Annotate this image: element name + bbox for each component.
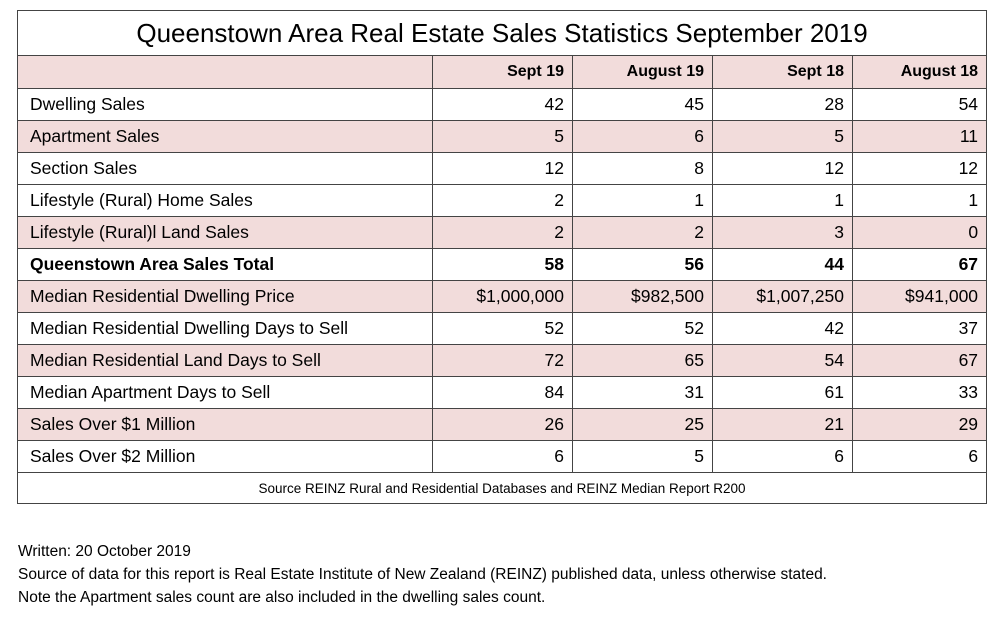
value-cell: 37 bbox=[851, 312, 988, 345]
value-cell: 52 bbox=[432, 312, 573, 345]
value-cell: 26 bbox=[432, 408, 573, 441]
value-cell: 2 bbox=[432, 216, 573, 249]
row-label: Median Apartment Days to Sell bbox=[17, 376, 433, 409]
value-cell: 1 bbox=[712, 184, 853, 217]
header-cell: Sept 18 bbox=[712, 55, 853, 89]
value-cell: 56 bbox=[572, 248, 713, 281]
source-row: Source REINZ Rural and Residential Datab… bbox=[16, 472, 988, 504]
footer-notes: Written: 20 October 2019 Source of data … bbox=[18, 540, 827, 609]
table-row: Dwelling Sales 42 45 28 54 bbox=[17, 88, 988, 121]
value-cell: 33 bbox=[851, 376, 988, 409]
row-label: Apartment Sales bbox=[17, 120, 433, 153]
table-row: Apartment Sales 5 6 5 11 bbox=[17, 120, 988, 153]
value-cell: 84 bbox=[432, 376, 573, 409]
table-row: Lifestyle (Rural)l Land Sales 2 2 3 0 bbox=[17, 216, 988, 249]
value-cell: 3 bbox=[712, 216, 853, 249]
value-cell: 12 bbox=[432, 152, 573, 185]
value-cell: 54 bbox=[712, 344, 853, 377]
value-cell: 67 bbox=[851, 344, 988, 377]
table-row: Median Residential Dwelling Price $1,000,… bbox=[17, 280, 988, 313]
row-label: Queenstown Area Sales Total bbox=[17, 248, 433, 281]
row-label: Median Residential Land Days to Sell bbox=[17, 344, 433, 377]
table-row: Median Residential Land Days to Sell 72 65… bbox=[17, 344, 988, 377]
value-cell: 28 bbox=[712, 88, 853, 121]
header-cell: August 19 bbox=[572, 55, 713, 89]
table-row: Sales Over $1 Million 26 25 21 29 bbox=[17, 408, 988, 441]
table-row: Sales Over $2 Million 6 5 6 6 bbox=[17, 440, 988, 473]
row-label: Section Sales bbox=[17, 152, 433, 185]
value-cell: 45 bbox=[572, 88, 713, 121]
value-cell: 65 bbox=[572, 344, 713, 377]
value-cell: 2 bbox=[432, 184, 573, 217]
row-label: Dwelling Sales bbox=[17, 88, 433, 121]
value-cell: $941,000 bbox=[851, 280, 988, 313]
header-cell bbox=[17, 55, 433, 89]
table-row: Median Residential Dwelling Days to Sell… bbox=[17, 312, 988, 345]
value-cell: 8 bbox=[572, 152, 713, 185]
value-cell: $982,500 bbox=[572, 280, 713, 313]
value-cell: 31 bbox=[572, 376, 713, 409]
value-cell: $1,007,250 bbox=[712, 280, 853, 313]
value-cell: 21 bbox=[712, 408, 853, 441]
row-label: Sales Over $2 Million bbox=[17, 440, 433, 473]
value-cell: 11 bbox=[851, 120, 988, 153]
value-cell: 54 bbox=[851, 88, 988, 121]
value-cell: 5 bbox=[712, 120, 853, 153]
value-cell: 5 bbox=[572, 440, 713, 473]
value-cell: 1 bbox=[572, 184, 713, 217]
table-row: Section Sales 12 8 12 12 bbox=[17, 152, 988, 185]
source-text: Source REINZ Rural and Residential Datab… bbox=[16, 472, 988, 504]
value-cell: 52 bbox=[572, 312, 713, 345]
value-cell: 6 bbox=[851, 440, 988, 473]
header-cell: August 18 bbox=[851, 55, 988, 89]
value-cell: 29 bbox=[851, 408, 988, 441]
value-cell: 42 bbox=[432, 88, 573, 121]
value-cell: 6 bbox=[572, 120, 713, 153]
value-cell: 58 bbox=[432, 248, 573, 281]
table-title: Queenstown Area Real Estate Sales Statis… bbox=[16, 10, 988, 56]
value-cell: 2 bbox=[572, 216, 713, 249]
value-cell: 44 bbox=[712, 248, 853, 281]
value-cell: $1,000,000 bbox=[432, 280, 573, 313]
value-cell: 25 bbox=[572, 408, 713, 441]
value-cell: 72 bbox=[432, 344, 573, 377]
table-row: Lifestyle (Rural) Home Sales 2 1 1 1 bbox=[17, 184, 988, 217]
table-row: Queenstown Area Sales Total 58 56 44 67 bbox=[17, 248, 988, 281]
row-label: Median Residential Dwelling Price bbox=[17, 280, 433, 313]
value-cell: 1 bbox=[851, 184, 988, 217]
row-label: Median Residential Dwelling Days to Sell bbox=[17, 312, 433, 345]
value-cell: 5 bbox=[432, 120, 573, 153]
value-cell: 61 bbox=[712, 376, 853, 409]
value-cell: 12 bbox=[712, 152, 853, 185]
table-row: Median Apartment Days to Sell 84 31 61 33 bbox=[17, 376, 988, 409]
header-row: Sept 19 August 19 Sept 18 August 18 bbox=[17, 55, 988, 89]
value-cell: 42 bbox=[712, 312, 853, 345]
header-cell: Sept 19 bbox=[432, 55, 573, 89]
row-label: Lifestyle (Rural)l Land Sales bbox=[17, 216, 433, 249]
value-cell: 12 bbox=[851, 152, 988, 185]
apartment-note: Note the Apartment sales count are also … bbox=[18, 589, 546, 606]
sales-statistics-table: Queenstown Area Real Estate Sales Statis… bbox=[16, 10, 988, 504]
written-date: Written: 20 October 2019 bbox=[18, 543, 191, 560]
source-note: Source of data for this report is Real E… bbox=[18, 566, 827, 583]
value-cell: 67 bbox=[851, 248, 988, 281]
value-cell: 6 bbox=[712, 440, 853, 473]
value-cell: 0 bbox=[851, 216, 988, 249]
row-label: Lifestyle (Rural) Home Sales bbox=[17, 184, 433, 217]
row-label: Sales Over $1 Million bbox=[17, 408, 433, 441]
value-cell: 6 bbox=[432, 440, 573, 473]
